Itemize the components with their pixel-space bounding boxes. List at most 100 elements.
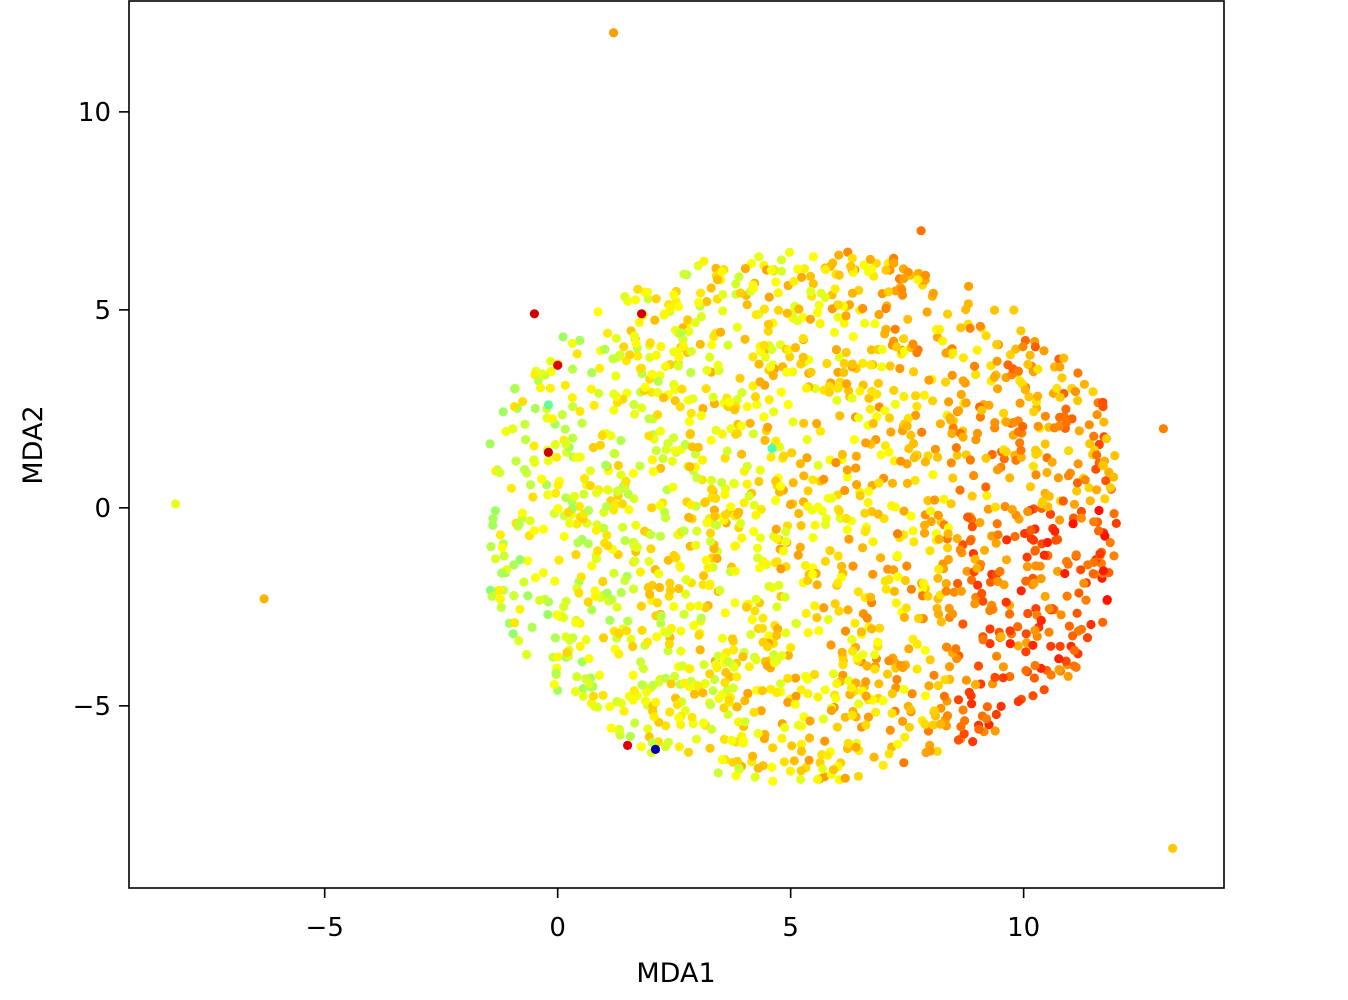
data-point xyxy=(1016,452,1026,462)
data-point xyxy=(904,644,914,654)
data-point xyxy=(551,452,562,462)
data-point xyxy=(920,645,930,656)
data-point xyxy=(724,397,734,407)
data-point xyxy=(715,585,725,596)
data-point xyxy=(823,493,833,503)
data-point xyxy=(611,333,621,343)
data-point xyxy=(869,752,879,762)
data-point xyxy=(978,635,988,645)
data-point xyxy=(961,675,972,685)
data-point xyxy=(171,499,181,509)
data-point xyxy=(866,345,877,355)
data-point xyxy=(789,277,799,287)
data-point xyxy=(855,386,865,396)
data-point xyxy=(874,679,884,689)
data-point xyxy=(731,429,741,439)
data-point xyxy=(651,697,661,707)
data-point xyxy=(763,422,773,432)
data-point xyxy=(874,309,884,320)
data-point xyxy=(992,356,1002,366)
data-point xyxy=(608,354,618,364)
data-point xyxy=(602,501,612,512)
data-point xyxy=(713,768,723,778)
data-point xyxy=(754,252,764,262)
data-point xyxy=(694,630,704,640)
data-point xyxy=(800,560,811,571)
data-point xyxy=(853,587,863,597)
data-point xyxy=(843,605,853,615)
data-point xyxy=(1018,421,1028,432)
data-point xyxy=(718,306,728,316)
data-point xyxy=(751,510,761,520)
data-point xyxy=(796,521,806,531)
data-point xyxy=(602,328,613,338)
data-point xyxy=(856,627,867,637)
data-point xyxy=(765,362,776,372)
data-point xyxy=(1109,551,1119,561)
data-point xyxy=(768,776,778,786)
data-point xyxy=(670,671,680,682)
data-point xyxy=(705,528,716,538)
data-point xyxy=(494,585,504,595)
data-point xyxy=(537,369,547,379)
data-point xyxy=(490,554,501,564)
data-point xyxy=(625,350,635,360)
data-point xyxy=(606,431,616,441)
data-point xyxy=(1033,391,1043,401)
data-point xyxy=(747,615,757,625)
data-point xyxy=(630,409,640,419)
data-point xyxy=(1044,627,1054,637)
data-point xyxy=(805,271,816,281)
data-point xyxy=(603,485,613,495)
data-point xyxy=(780,723,790,733)
data-point xyxy=(692,526,702,536)
data-point xyxy=(529,526,540,536)
data-point xyxy=(956,323,966,333)
data-point xyxy=(772,602,782,612)
data-point xyxy=(698,688,708,698)
data-point xyxy=(579,473,590,483)
data-point xyxy=(965,536,976,546)
data-point xyxy=(586,384,596,394)
data-point xyxy=(839,318,849,328)
data-point xyxy=(1005,350,1016,360)
data-point xyxy=(981,331,991,341)
data-point xyxy=(925,506,936,516)
data-point xyxy=(971,680,981,690)
data-point xyxy=(661,444,671,455)
data-point xyxy=(815,318,825,329)
data-point xyxy=(1042,537,1053,548)
data-point xyxy=(947,428,957,439)
data-point xyxy=(974,724,984,734)
data-point xyxy=(692,473,702,483)
data-point xyxy=(906,511,916,521)
data-point xyxy=(1001,555,1012,565)
data-point xyxy=(509,560,519,570)
data-point xyxy=(1036,574,1046,584)
data-point xyxy=(801,608,811,619)
data-point xyxy=(609,405,619,415)
data-point xyxy=(833,578,843,588)
data-point xyxy=(917,427,927,437)
data-point xyxy=(993,384,1003,394)
data-point xyxy=(861,677,871,687)
data-point xyxy=(1010,531,1020,542)
data-point xyxy=(634,317,645,328)
data-point xyxy=(759,412,769,422)
data-point xyxy=(635,364,646,374)
data-point xyxy=(602,530,612,540)
data-point xyxy=(1071,550,1081,560)
data-point xyxy=(934,534,944,544)
data-point xyxy=(760,435,770,445)
data-point xyxy=(832,678,842,689)
data-point xyxy=(508,424,518,434)
data-point xyxy=(1025,350,1035,360)
data-point xyxy=(842,472,852,482)
data-point xyxy=(553,480,563,490)
data-point xyxy=(943,309,953,319)
data-point xyxy=(809,669,820,680)
data-point xyxy=(965,323,975,333)
data-point xyxy=(1074,588,1084,598)
data-point xyxy=(906,705,916,715)
data-point xyxy=(622,626,632,636)
